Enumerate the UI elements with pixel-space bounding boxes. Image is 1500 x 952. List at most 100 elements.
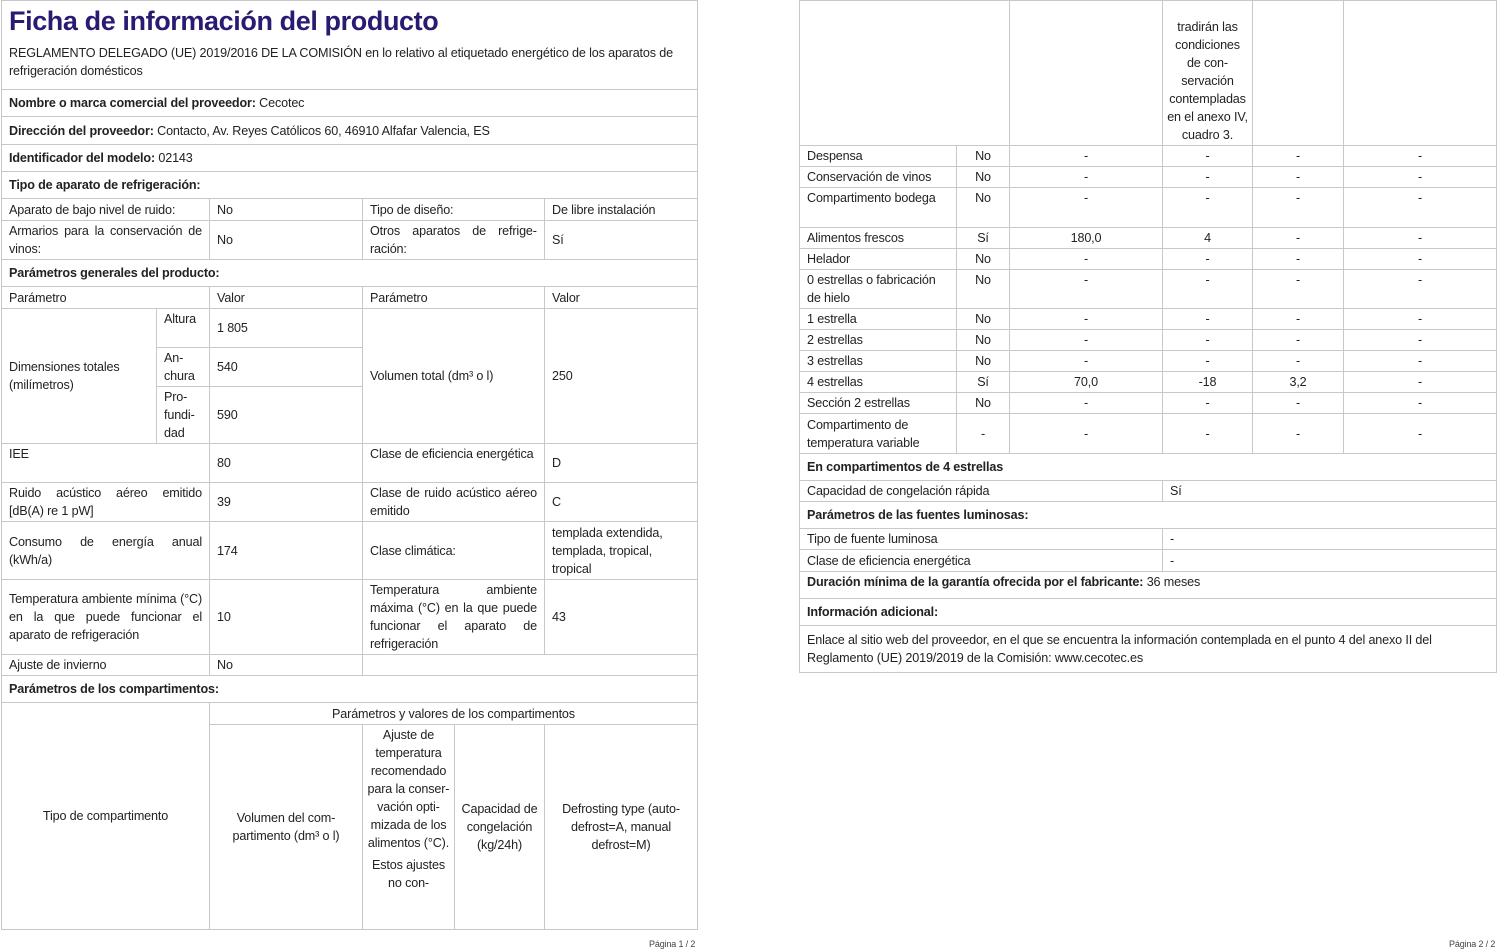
empty-cell [1343,0,1497,146]
compartment-row-volume-content: - [1017,168,1155,186]
heading: Parámetros de las fuentes luminosas: [807,508,1029,522]
compartment-row-compartment-name: 2 estrellas [799,329,957,351]
model-id-label: Identificador del modelo: [9,151,155,165]
value: - [1205,170,1210,184]
compartment-row-freeze-capacity-content: - [1260,271,1336,289]
light-heading: Parámetros de las fuentes luminosas: [799,501,1497,529]
total-volume-label-content: Volumen total (dm³ o l) [370,367,537,385]
page-title: Ficha de información del producto [9,6,439,36]
dimension-width-label-content: An­chura [164,349,202,385]
dimension-depth-value: 590 [209,386,363,444]
value: Alimentos frescos [807,231,904,245]
compartment-row-volume-content: - [1017,250,1155,268]
compartment-row-temperature: - [1162,187,1253,228]
noise-label-content: Ruido acústico aéreo emitido [dB(A) re 1… [9,484,202,520]
noise-design-label: Aparato de bajo nivel de ruido: [1,198,210,221]
compartment-row-defrost-type-content: - [1351,331,1489,349]
compartment-row-defrost-type-content: - [1351,271,1489,289]
dimension-width-label: An­chura [156,347,210,387]
value: 39 [217,495,231,509]
supplier-address-label: Dirección del proveedor: [9,123,154,138]
model-id-row: Identificador del modelo: 02143 [1,144,698,172]
compartment-row-defrost-type: - [1343,166,1497,188]
compartment-row-temperature: - [1162,145,1253,167]
value: - [1083,312,1089,326]
compartment-row-defrost-type-content: - [1351,229,1489,247]
compartment-row-temperature-content: - [1170,310,1245,328]
fast-freeze-label: Capacidad de congelación rápida [799,480,1163,502]
compartment-row-compartment-name-content: 1 estrella [807,310,949,328]
warranty-row: Duración mínima de la garantía ofrecida … [799,571,1497,599]
value: Sí [977,231,989,245]
eei-class-value-2-content: D [552,454,690,472]
temperatures-value: 10 [209,579,363,655]
value: - [1295,312,1301,326]
compartment-row-temperature: - [1162,392,1253,414]
column-header: Parámetro [370,290,428,305]
compartment-row-compartment-name: 3 estrellas [799,350,957,372]
compartment-row-volume: - [1009,392,1163,414]
compartment-row-temperature-content: 4 [1170,229,1245,247]
noise-design-value-2-content: De libre instalación [552,201,690,219]
compartment-row-volume: 70,0 [1009,371,1163,393]
value: - [1205,312,1210,326]
value: - [1205,354,1210,368]
compartment-row-freeze-capacity-content: 3,2 [1260,373,1336,391]
compartment-row-compartment-name-content: Conservación de vinos [807,168,949,186]
compartment-row-defrost-type-content: - [1351,189,1489,207]
compartment-row-volume-content: - [1017,271,1155,289]
compartment-row-present-content: No [964,271,1002,289]
column-header: Tipo de compartimento [42,809,169,823]
compartment-row-present-content: Sí [964,229,1002,247]
temperatures-label-2-content: Temperatura ambiente máxima (°C) en la q… [370,581,537,653]
compartment-row-present: No [956,392,1010,414]
compartment-row-volume-content: - [1017,147,1155,165]
column-header: Parámetro [9,290,67,305]
temperature-header-cont: tradirán las condicio­nes de con­servaci… [1162,0,1253,146]
compartment-row-compartment-name: Compartimento de temperatura variable [799,413,957,454]
compartment-row-freeze-capacity: - [1252,269,1344,309]
value: 590 [217,408,238,422]
value: Compartimento de temperatura variable [807,417,920,450]
value: 250 [552,369,573,383]
general-heading: Parámetros generales del producto: [1,259,698,287]
temperatures-value-2: 43 [544,579,698,655]
capacity-header: Capacidad de con­gelación (kg/24h) [454,724,545,930]
supplier-address-row: Dirección del proveedor: Contacto, Av. R… [1,116,698,145]
value: 1 805 [217,321,248,335]
compartment-row-compartment-name-content: 3 estrellas [807,352,949,370]
total-volume-value: 250 [544,308,698,444]
label: Tipo de diseño: [370,202,454,217]
value: No [975,333,991,347]
compartment-row-present: No [956,145,1010,167]
value: - [1295,191,1301,205]
value: - [1295,231,1301,245]
compartment-row-temperature-content: - [1170,331,1245,349]
compartment-row-volume-content: - [1017,310,1155,328]
compartment-row-freeze-capacity: 3,2 [1252,371,1344,393]
compartment-row-freeze-capacity: - [1252,308,1344,330]
compartment-row-volume: - [1009,166,1163,188]
value: No [975,354,991,368]
value: - [1205,191,1210,205]
value: - [1417,231,1423,245]
compartment-row-defrost-type: - [1343,350,1497,372]
light-type-value: - [1162,528,1497,550]
value: - [1417,426,1423,441]
noise-value-2: C [544,482,698,522]
eei-class-value-content: 80 [217,454,355,472]
value: - [1083,273,1089,287]
value: - [1083,170,1089,184]
value: No [217,658,233,672]
value: - [1083,191,1089,205]
energy-climate-value: 174 [209,521,363,580]
temperatures-value-content: 10 [217,608,355,626]
value: 0 estrellas o fabrica­ción de hielo [807,273,936,305]
energy-climate-value-2-content: templada extendida, templada, tropical, … [552,524,690,578]
value: Helador [807,252,851,266]
header-value: Valor [544,286,698,309]
compartment-row-compartment-name: 0 estrellas o fabrica­ción de hielo [799,269,957,309]
four-star-heading-content: En compartimentos de 4 estrellas [807,458,1489,476]
compartment-row-present-content: No [964,189,1002,207]
additional-heading-content: Información adicional: [807,603,1489,621]
